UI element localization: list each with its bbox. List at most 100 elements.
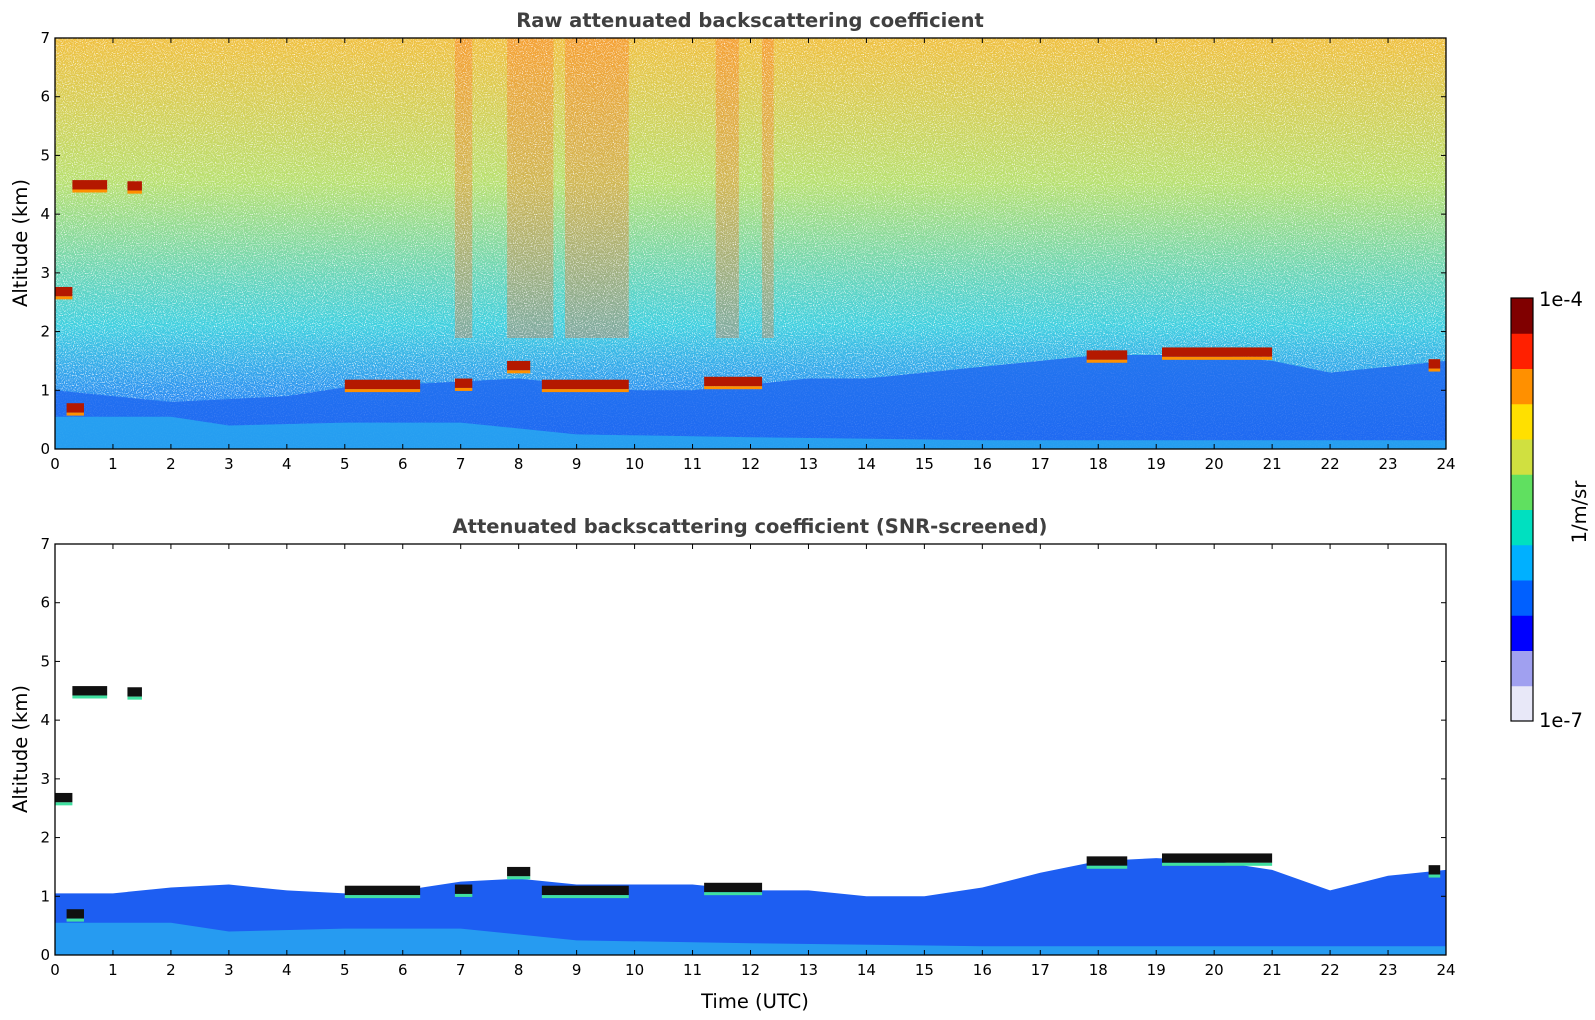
cloud-layer-edge <box>507 370 531 374</box>
x-tick-label: 19 <box>1147 455 1166 473</box>
x-tick-label: 23 <box>1378 961 1397 979</box>
cloud-layer-edge <box>66 918 84 922</box>
colorbar: 1e-4 1e-7 1/m/sr <box>1510 288 1591 732</box>
cloud-layer-mark <box>541 885 629 896</box>
x-tick-label: 22 <box>1321 961 1340 979</box>
colorbar-step <box>1511 333 1533 369</box>
cloud-layer-mark <box>507 866 531 877</box>
cloud-layer-mark <box>1162 853 1273 863</box>
cloud-layer-mark <box>127 181 142 191</box>
x-tick-label: 17 <box>1031 455 1050 473</box>
cloud-layer-edge <box>344 895 421 899</box>
cloud-layer-mark <box>541 379 629 390</box>
x-tick-label: 13 <box>799 455 818 473</box>
x-tick-label: 21 <box>1263 455 1282 473</box>
snr-panel-title: Attenuated backscattering coefficient (S… <box>453 515 1048 538</box>
x-tick-label: 21 <box>1263 961 1282 979</box>
y-tick-label: 4 <box>40 711 50 729</box>
colorbar-unit-label: 1/m/sr <box>1568 480 1591 544</box>
cloud-layer-mark <box>55 792 73 803</box>
x-tick-label: 12 <box>741 455 760 473</box>
x-tick-label: 7 <box>456 455 466 473</box>
raw-cloud-layers <box>55 180 1446 449</box>
colorbar-step <box>1511 439 1533 475</box>
colorbar-min-label: 1e-7 <box>1539 709 1583 732</box>
raw-y-ticks: 0 1 2 3 4 5 6 7 <box>40 29 1446 458</box>
cloud-layer-edge <box>1086 865 1128 869</box>
cloud-layer-mark <box>507 360 531 371</box>
cloud-layer-edge <box>507 876 531 880</box>
x-tick-label: 0 <box>50 455 60 473</box>
cloud-layer-edge <box>704 892 763 896</box>
y-tick-label: 7 <box>40 29 50 47</box>
cloud-layer-mark <box>55 286 73 297</box>
cloud-layer-edge <box>72 189 108 193</box>
cloud-layer-mark <box>1162 347 1273 357</box>
x-tick-label: 11 <box>683 455 702 473</box>
snr-y-ticks: 0 1 2 3 4 5 6 7 <box>40 535 1446 964</box>
colorbar-step <box>1511 650 1533 687</box>
x-tick-label: 5 <box>340 961 350 979</box>
cloud-layer-edge <box>704 386 763 390</box>
x-tick-label: 6 <box>398 455 408 473</box>
x-tick-label: 4 <box>282 455 292 473</box>
x-tick-label: 9 <box>572 961 582 979</box>
colorbar-step <box>1511 580 1533 616</box>
x-tick-label: 1 <box>108 961 118 979</box>
snr-heatmap <box>55 544 1446 955</box>
y-tick-label: 1 <box>40 887 50 905</box>
snr-y-axis-label: Altitude (km) <box>9 685 32 813</box>
cloud-layer-edge <box>1428 368 1441 372</box>
x-tick-label: 1 <box>108 455 118 473</box>
x-tick-label: 4 <box>282 961 292 979</box>
x-axis-label: Time (UTC) <box>700 990 809 1013</box>
cloud-layer-mark <box>1428 359 1441 369</box>
colorbar-step <box>1511 298 1533 334</box>
cloud-layer-mark <box>72 686 108 696</box>
x-tick-label: 13 <box>799 961 818 979</box>
y-tick-label: 3 <box>40 264 50 282</box>
x-tick-label: 0 <box>50 961 60 979</box>
x-tick-label: 16 <box>973 455 992 473</box>
colorbar-step <box>1511 368 1533 405</box>
snr-cloud-layers <box>55 686 1446 955</box>
y-tick-label: 6 <box>40 594 50 612</box>
cloud-layer-mark <box>1086 350 1128 360</box>
raw-x-ticks: 0 1 2 3 4 5 6 7 8 9 10 11 12 13 14 15 16 17 18 19 20 21 22 23 24 <box>50 38 1456 473</box>
y-tick-label: 2 <box>40 829 50 847</box>
x-tick-label: 2 <box>166 961 176 979</box>
x-tick-label: 24 <box>1436 961 1455 979</box>
raw-heatmap <box>55 38 1446 449</box>
snr-x-ticks: 0 1 2 3 4 5 6 7 8 9 10 11 12 13 14 15 16 17 18 19 20 21 22 23 24 <box>50 544 1456 979</box>
cloud-layer-edge <box>1162 356 1273 360</box>
cloud-layer-edge <box>127 190 142 194</box>
x-tick-label: 16 <box>973 961 992 979</box>
colorbar-steps <box>1511 298 1533 722</box>
x-tick-label: 15 <box>915 961 934 979</box>
x-tick-label: 14 <box>857 961 876 979</box>
colorbar-max-label: 1e-4 <box>1539 288 1583 311</box>
y-tick-label: 0 <box>40 440 50 458</box>
colorbar-step <box>1511 403 1533 440</box>
raw-panel-title: Raw attenuated backscattering coefficien… <box>516 9 984 32</box>
colorbar-step <box>1511 474 1533 510</box>
x-tick-label: 9 <box>572 455 582 473</box>
cloud-layer-edge <box>541 895 629 899</box>
x-tick-label: 18 <box>1089 455 1108 473</box>
x-tick-label: 12 <box>741 961 760 979</box>
x-tick-label: 3 <box>224 961 234 979</box>
colorbar-step <box>1511 509 1533 546</box>
cloud-layer-mark <box>344 379 421 390</box>
x-tick-label: 22 <box>1321 455 1340 473</box>
x-tick-label: 24 <box>1436 455 1455 473</box>
cloud-layer-edge <box>55 296 73 300</box>
cloud-layer-mark <box>1086 856 1128 866</box>
x-tick-label: 14 <box>857 455 876 473</box>
x-tick-label: 18 <box>1089 961 1108 979</box>
x-tick-label: 23 <box>1378 455 1397 473</box>
x-tick-label: 7 <box>456 961 466 979</box>
x-tick-label: 15 <box>915 455 934 473</box>
colorbar-step <box>1511 544 1533 581</box>
cloud-layer-edge <box>454 387 473 391</box>
y-tick-label: 5 <box>40 146 50 164</box>
